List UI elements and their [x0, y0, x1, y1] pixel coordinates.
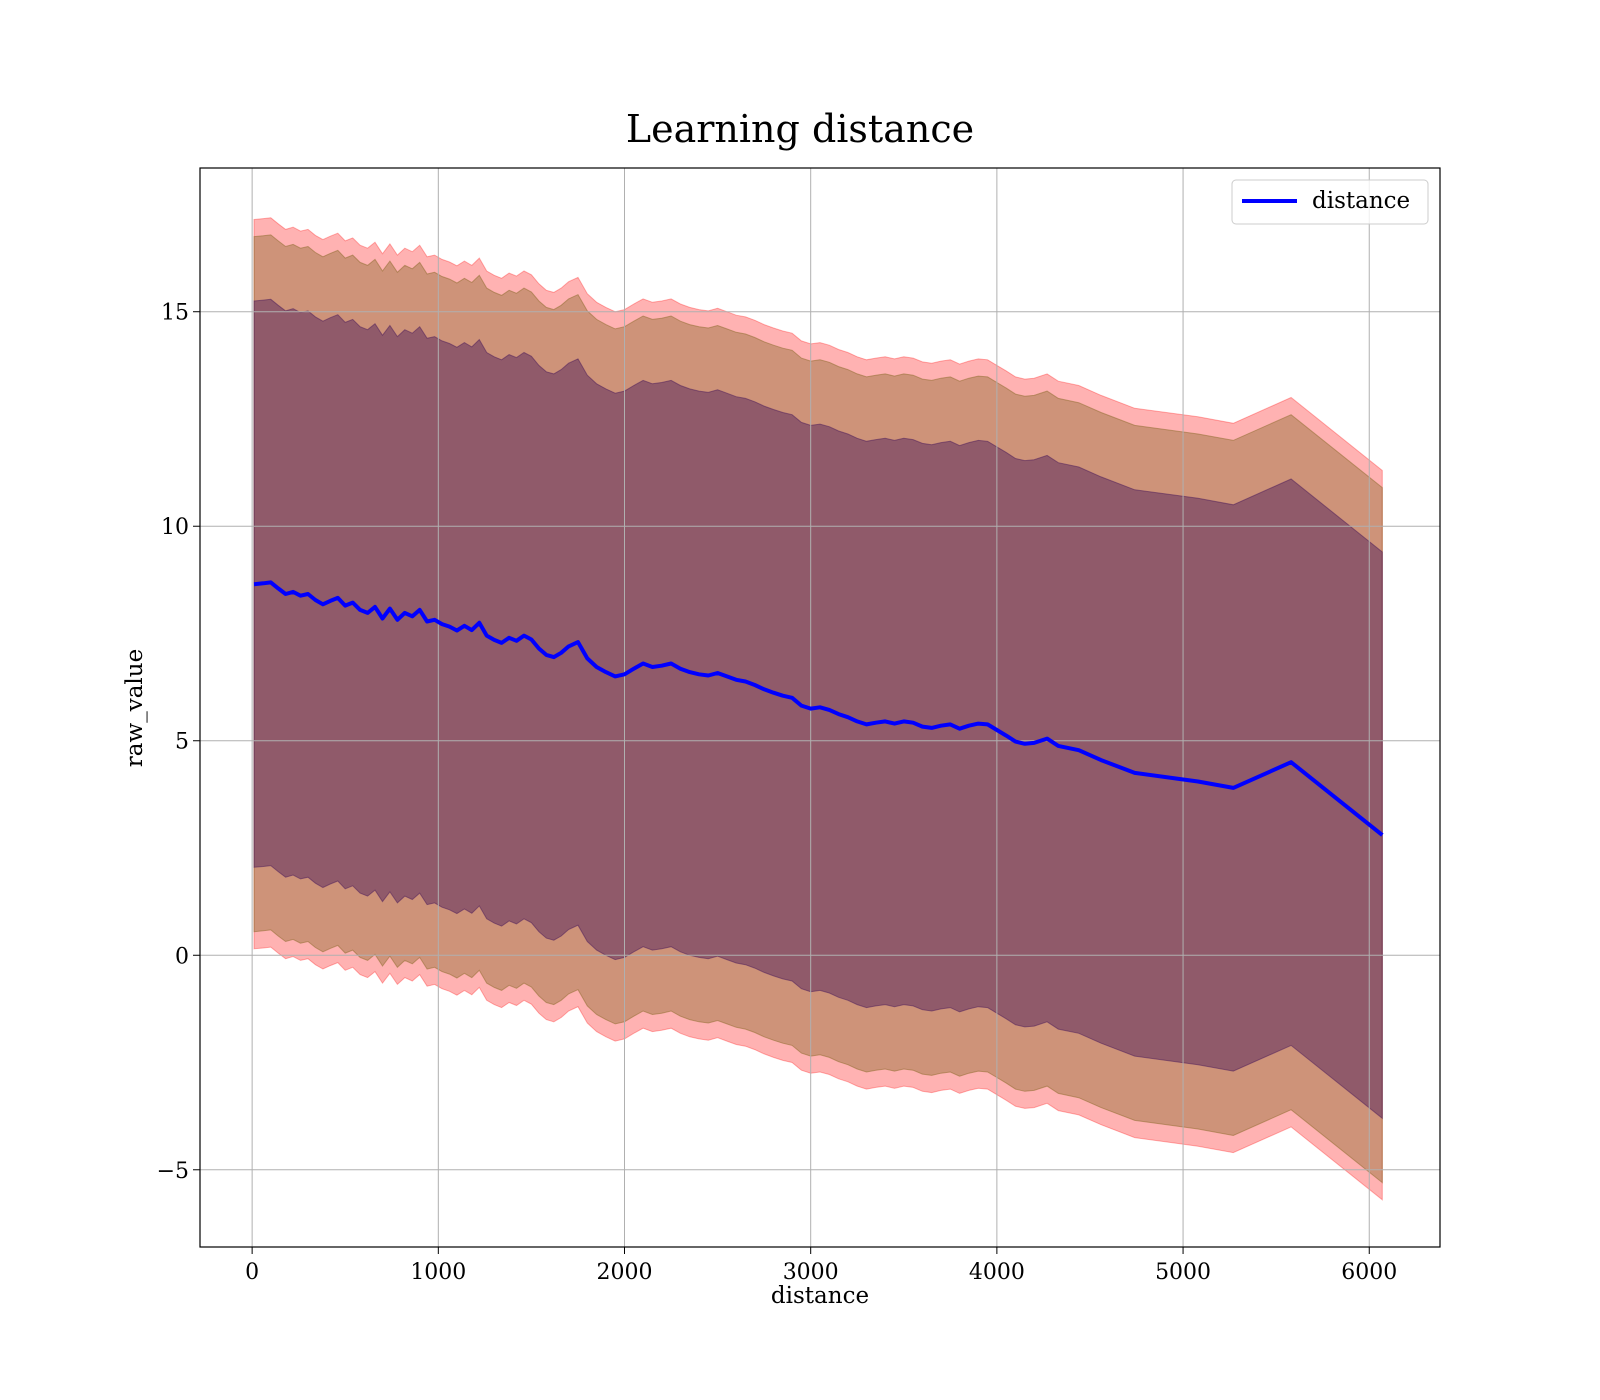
- grid-lines: [200, 168, 1440, 1247]
- y-tick-label: 0: [175, 944, 189, 969]
- x-tick-label: 1000: [410, 1260, 466, 1285]
- x-axis-ticks: 0 1000 2000 3000 4000 5000 6000: [245, 1247, 1397, 1285]
- y-tick-label: −5: [157, 1159, 189, 1184]
- y-axis-label: raw_value: [122, 649, 148, 767]
- x-axis-label: distance: [771, 1283, 869, 1309]
- x-tick-label: 3000: [783, 1260, 839, 1285]
- plot-frame: [199, 167, 1441, 1248]
- legend-label: distance: [1312, 188, 1410, 214]
- plot-area: [199, 167, 1441, 1248]
- y-tick-label: 10: [161, 515, 189, 540]
- x-tick-label: 6000: [1341, 1260, 1397, 1285]
- series-line-distance: [253, 580, 1384, 837]
- x-tick-label: 4000: [969, 1260, 1025, 1285]
- series-lines: [253, 580, 1384, 837]
- y-tick-label: 15: [161, 301, 189, 326]
- legend-box: [1231, 179, 1429, 225]
- chart-title: Learning distance: [626, 107, 974, 151]
- y-axis-ticks: −5 0 5 10 15: [157, 301, 200, 1184]
- x-tick-label: 5000: [1155, 1260, 1211, 1285]
- x-tick-label: 0: [245, 1260, 259, 1285]
- y-tick-label: 5: [175, 730, 189, 755]
- x-tick-label: 2000: [597, 1260, 653, 1285]
- legend: distance: [1231, 179, 1429, 225]
